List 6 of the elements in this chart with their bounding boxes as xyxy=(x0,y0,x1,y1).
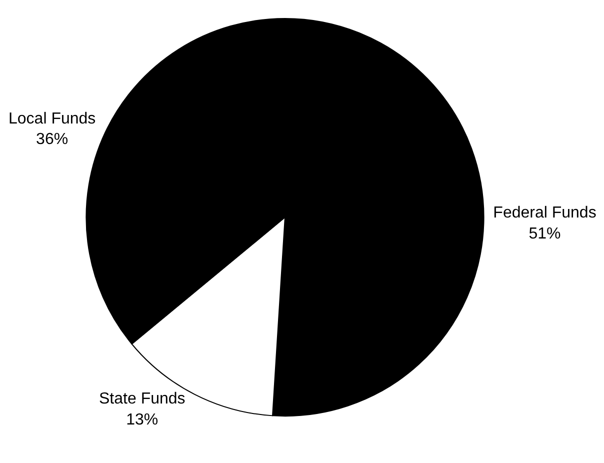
slice-label: State Funds xyxy=(99,390,186,408)
data-label: 51% xyxy=(528,225,561,242)
slice-label: Local Funds xyxy=(8,110,96,128)
data-label: 36% xyxy=(36,131,68,148)
data-label: 13% xyxy=(126,411,158,428)
slice-label: Federal Funds xyxy=(493,204,596,222)
